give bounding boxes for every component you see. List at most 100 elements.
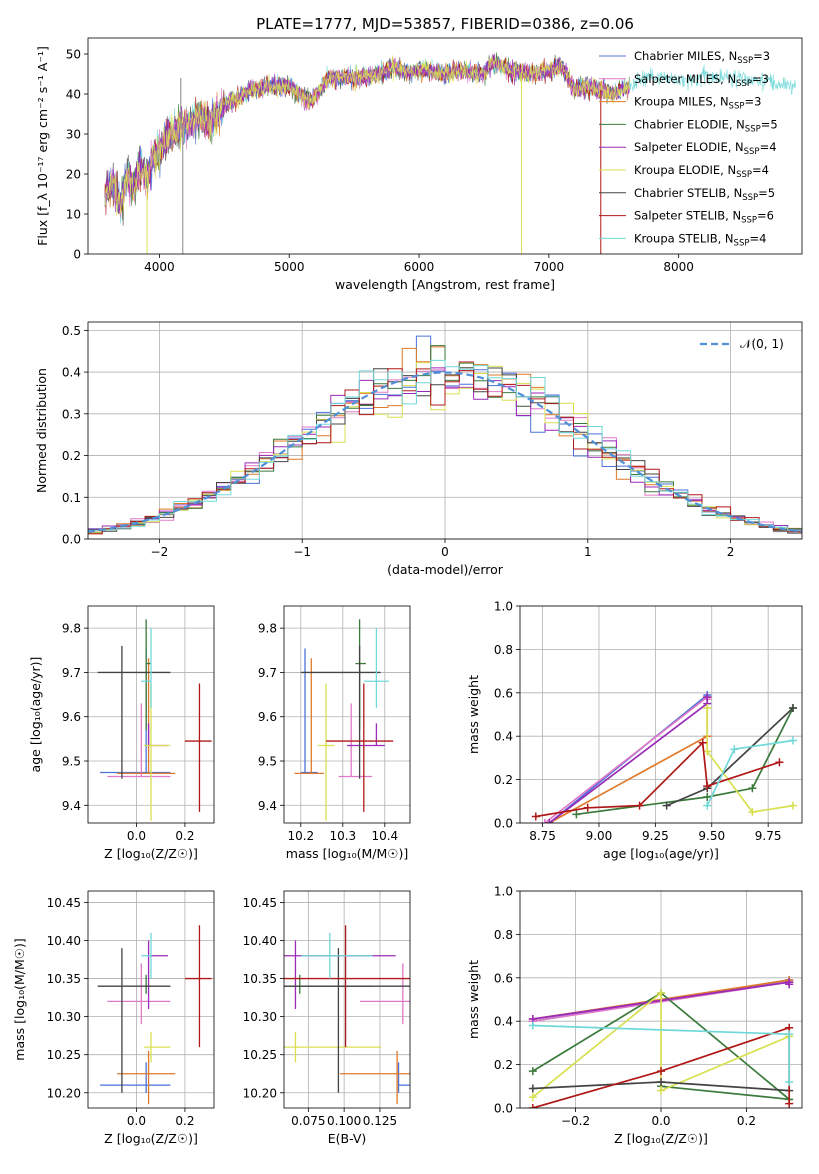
y-tick-label: 9.7 <box>62 666 81 680</box>
y-axis-label: Normed distribution <box>34 368 49 493</box>
legend-text: Chabrier STELIB, N <box>634 186 742 200</box>
legend-subscript: SSP <box>736 79 752 89</box>
x-tick-label: −1 <box>293 545 311 559</box>
y-tick-label: 10.45 <box>243 896 277 910</box>
y-tick-label: 10.30 <box>243 1010 277 1024</box>
y-tick-label: 10.20 <box>47 1086 81 1100</box>
legend-entry: Salpeter MILES, NSSP=3 <box>634 72 769 89</box>
legend-subscript: SSP <box>729 102 745 112</box>
legend-subscript: SSP <box>741 216 757 226</box>
legend-entry: Salpeter ELODIE, NSSP=4 <box>634 140 777 157</box>
axes-frame <box>87 890 215 1109</box>
x-tick-label: 8.75 <box>529 829 556 843</box>
y-tick-label: 0.1 <box>62 491 81 505</box>
y-tick-label: 0.2 <box>494 773 513 787</box>
axes-frame <box>519 605 803 824</box>
residuals-plot-area <box>88 335 802 536</box>
weight-marker <box>703 782 712 791</box>
age_vs_mass-axes: 10.2 10.3 10.4 9.4 9.5 9.6 9.7 9.8 mass [log₁₀(M… <box>258 605 411 861</box>
axes-frame <box>283 890 411 1109</box>
x-axis-label: E(B-V) <box>328 1131 367 1146</box>
y-tick-label: 0.4 <box>62 366 81 380</box>
legend-entry: 𝒩(0, 1) <box>740 337 784 351</box>
weight-marker <box>748 808 757 817</box>
x-tick-label: 10.3 <box>329 829 356 843</box>
y-tick-label: 9.5 <box>258 755 277 769</box>
legend-tail: =4 <box>749 231 766 245</box>
weight-marker <box>528 1021 537 1030</box>
legend-entry: Chabrier ELODIE, NSSP=5 <box>634 117 778 134</box>
x-tick-label: 10.2 <box>287 829 314 843</box>
x-tick-label: 9.25 <box>642 829 669 843</box>
legend-tail: =3 <box>744 95 761 109</box>
weight-marker <box>703 801 712 810</box>
weight-marker <box>785 1030 794 1039</box>
weight-marker <box>788 703 797 712</box>
x-tick-label: 9.00 <box>586 829 613 843</box>
normal-reference-curve <box>88 371 802 533</box>
y-tick-label: 9.4 <box>62 799 81 813</box>
weight-line-kroupa-stelib <box>706 739 794 806</box>
y-axis-label: mass weight <box>466 675 481 754</box>
legend-entry: Chabrier MILES, NSSP=3 <box>634 49 770 66</box>
y-tick-label: 0.8 <box>494 643 513 657</box>
residuals-axes: −2 −1 0 1 2 0.0 0.1 0.2 0.3 0.4 0.5 (data-model)/er… <box>34 321 803 577</box>
weight_vs_age-axes: 8.75 9.00 9.25 9.50 9.75 0.0 0.2 0.4 0.6 0.8 1.0 ag… <box>466 600 803 861</box>
x-tick-label: −0.2 <box>561 1114 590 1128</box>
weight-marker <box>657 1077 665 1086</box>
axes-frame <box>87 321 803 540</box>
x-tick-label: 0.2 <box>737 1114 756 1128</box>
weight-marker <box>703 693 712 702</box>
y-tick-label: 9.4 <box>258 799 277 813</box>
age_vs_mass-plot-area <box>294 619 394 821</box>
figure-title: PLATE=1777, MJD=53857, FIBERID=0386, z=0… <box>256 15 634 33</box>
legend-tail: =3 <box>752 72 769 86</box>
y-tick-label: 10.40 <box>47 934 81 948</box>
y-tick-label: 20 <box>66 168 81 182</box>
y-tick-label: 0.3 <box>62 407 81 421</box>
x-axis-label: Z [log₁₀(Z/Z☉)] <box>104 1131 198 1146</box>
weight-marker <box>703 747 712 756</box>
weight-marker <box>657 988 665 997</box>
legend-subscript: SSP <box>745 124 761 134</box>
x-axis-label: Z [log₁₀(Z/Z☉)] <box>614 1131 708 1146</box>
x-tick-label: 10.4 <box>371 829 398 843</box>
weight-marker <box>775 758 784 767</box>
age_vs_Z-plot-area <box>97 619 212 821</box>
y-tick-label: 10.35 <box>243 972 277 986</box>
weight-marker <box>785 980 794 989</box>
y-axis-label: Flux [f_λ 10⁻¹⁷ erg cm⁻² s⁻¹ A⁻¹] <box>35 46 50 246</box>
legend-subscript: SSP <box>742 193 758 203</box>
weight-marker <box>698 738 707 747</box>
x-tick-label: 0.2 <box>175 829 194 843</box>
weight-marker <box>730 745 739 754</box>
x-axis-label: age [log₁₀(age/yr)] <box>603 846 719 861</box>
x-tick-label: 0.0 <box>127 1114 146 1128</box>
y-tick-label: 0.4 <box>494 730 513 744</box>
weight-marker <box>785 1099 794 1108</box>
weight-line-kroupa-elodie <box>706 708 794 814</box>
x-tick-label: 5000 <box>274 260 305 274</box>
y-tick-label: 0.0 <box>494 817 513 831</box>
x-axis-label: mass [log₁₀(M/M☉)] <box>286 846 408 861</box>
y-tick-label: 0.2 <box>494 1058 513 1072</box>
y-tick-label: 50 <box>66 48 81 62</box>
weight-marker <box>662 801 671 810</box>
legend-subscript: SSP <box>744 147 760 157</box>
axes-frame <box>87 605 215 824</box>
y-tick-label: 10.45 <box>47 896 81 910</box>
y-tick-label: 10.25 <box>243 1048 277 1062</box>
y-tick-label: 10.20 <box>243 1086 277 1100</box>
y-tick-label: 9.7 <box>258 666 277 680</box>
y-tick-label: 1.0 <box>494 600 513 614</box>
x-tick-label: 6000 <box>404 260 435 274</box>
spectrum-legend: Chabrier MILES, NSSP=3 Salpeter MILES, NS… <box>599 49 778 248</box>
weight-marker <box>528 1093 537 1102</box>
y-tick-label: 0 <box>73 248 81 262</box>
x-tick-label: 0.075 <box>291 1114 325 1128</box>
legend-entry: Salpeter STELIB, NSSP=6 <box>634 209 774 226</box>
x-tick-label: 4000 <box>144 260 175 274</box>
legend-tail: =4 <box>752 163 769 177</box>
y-tick-label: 9.6 <box>62 710 81 724</box>
